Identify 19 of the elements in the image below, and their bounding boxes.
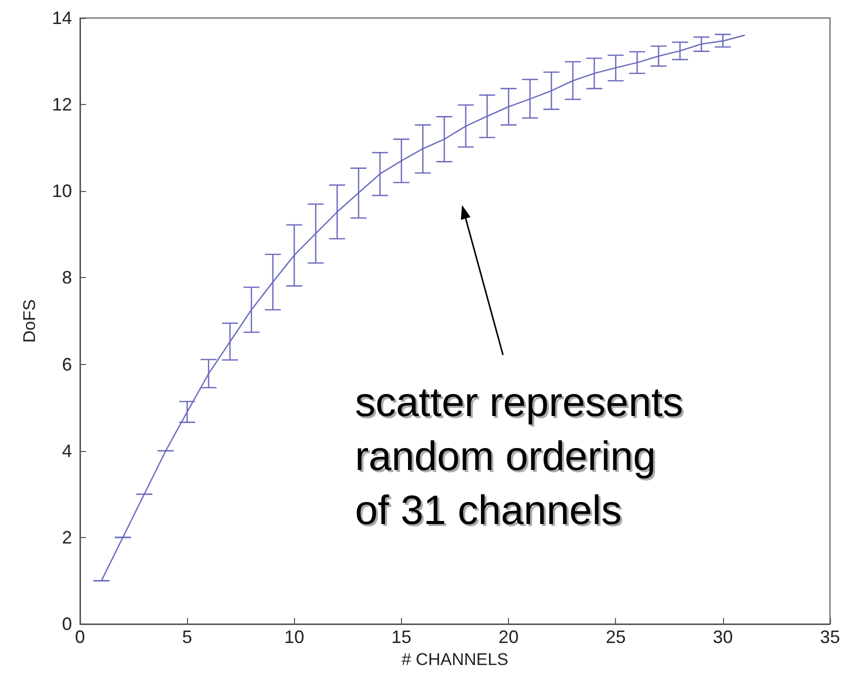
annotation: scatter represents random ordering of 31 channels (357, 381, 686, 535)
y-axis-title: DoFS (20, 299, 39, 343)
y-tick-label: 2 (62, 527, 72, 548)
x-axis-title: # CHANNELS (402, 650, 508, 669)
x-tick-label: 30 (712, 627, 733, 647)
y-tick-label: 10 (52, 181, 72, 202)
x-tick-label: 0 (74, 627, 86, 647)
y-tick-label: 0 (62, 614, 72, 634)
x-tick-label: 5 (182, 627, 192, 647)
x-tick-label: 35 (820, 627, 840, 647)
x-tick-label: 15 (391, 627, 412, 647)
x-tick-label: 25 (606, 627, 626, 647)
y-tick-label: 6 (62, 354, 72, 374)
y-tick-label: 12 (52, 94, 72, 115)
y-tick-label: 4 (62, 440, 72, 461)
x-tick-label: 10 (284, 627, 304, 647)
x-tick-label: 20 (498, 627, 519, 647)
y-tick-label: 14 (52, 8, 72, 28)
y-tick-label: 8 (62, 268, 72, 288)
